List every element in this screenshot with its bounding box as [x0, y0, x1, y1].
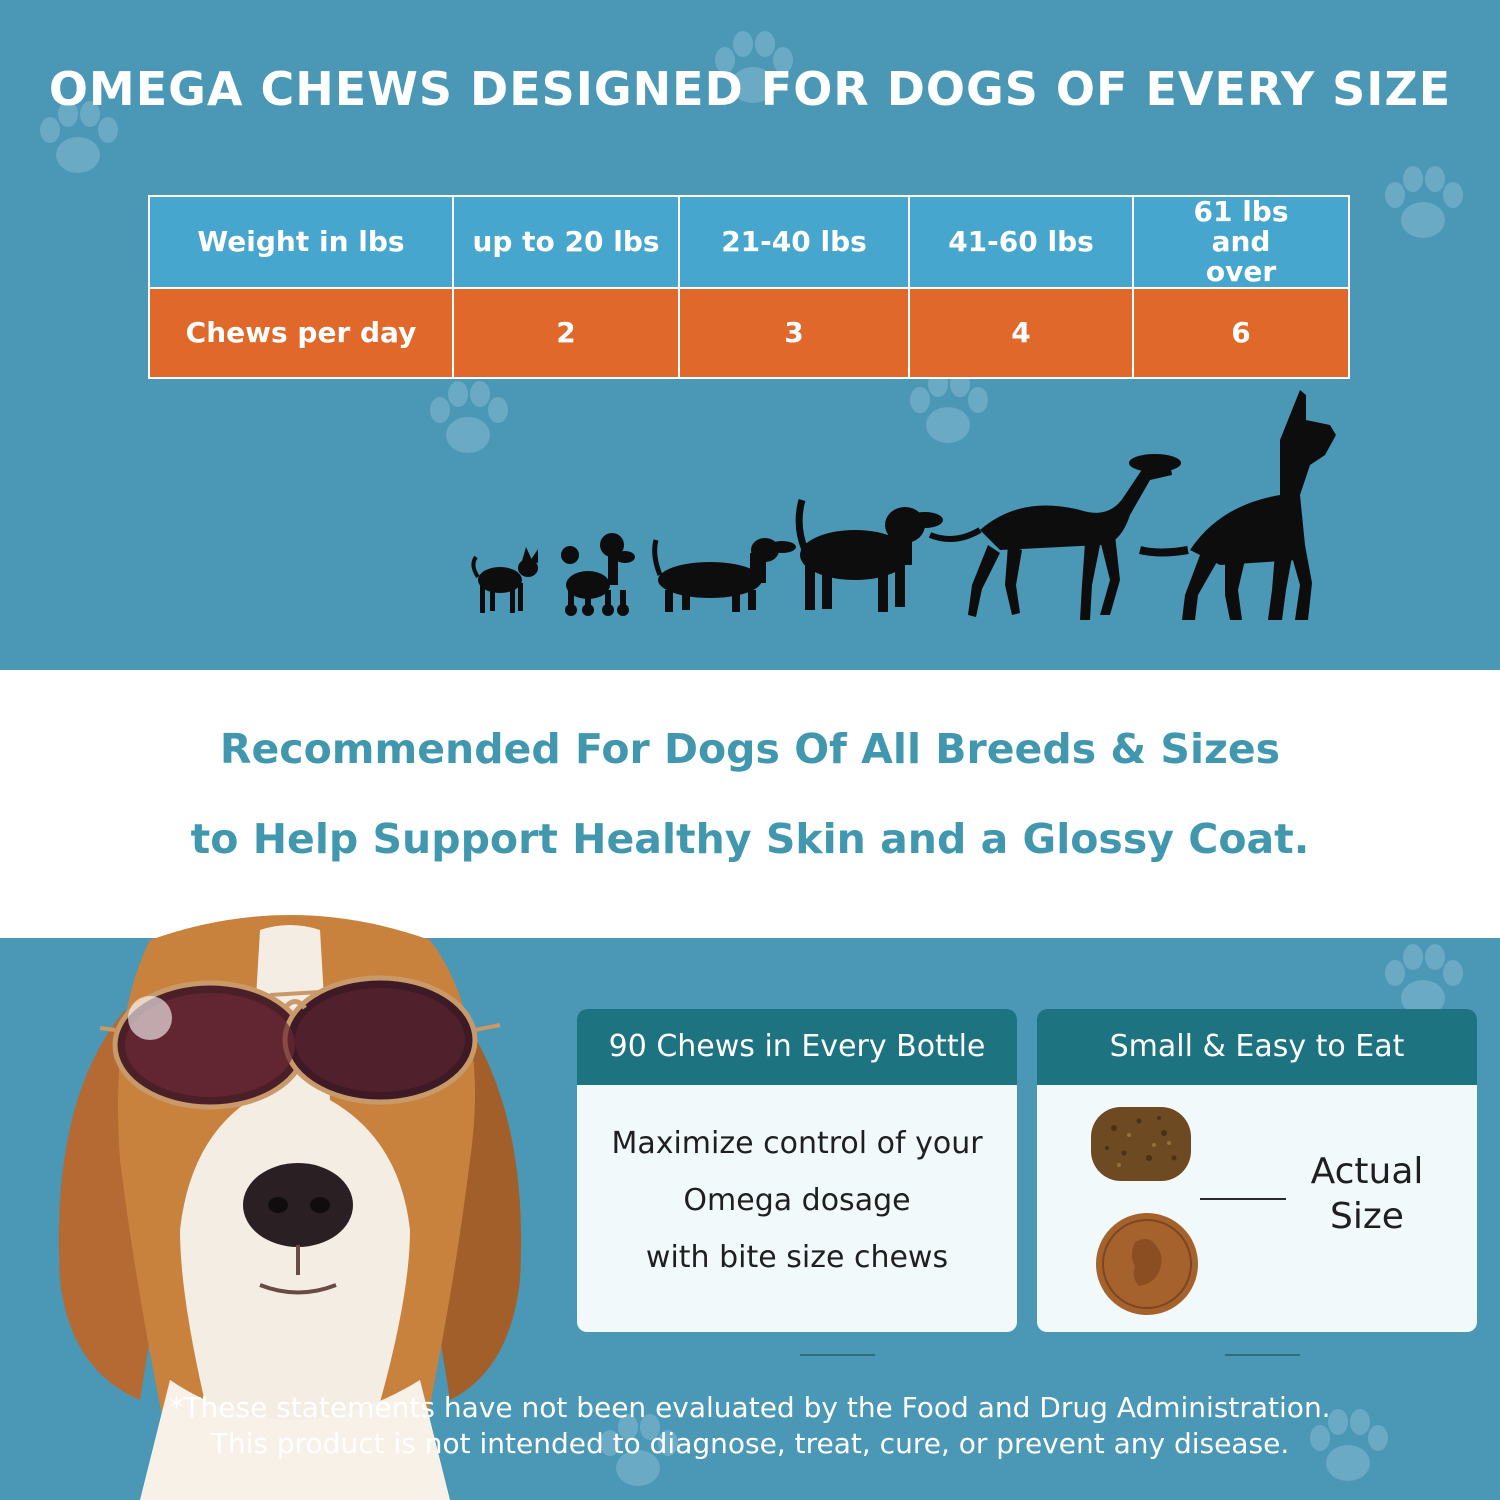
dog-silhouette-icon: [930, 454, 1181, 620]
weight-cell: up to 20 lbs: [453, 196, 679, 288]
dosage-table: Weight in lbs up to 20 lbs 21-40 lbs 41-…: [148, 195, 1350, 379]
chews-cell: 2: [453, 288, 679, 378]
top-banner: OMEGA CHEWS DESIGNED FOR DOGS OF EVERY S…: [0, 0, 1500, 670]
weight-cell: 41-60 lbs: [909, 196, 1133, 288]
card-body-line: Omega dosage: [577, 1172, 1017, 1229]
actual-size-caption: Actual Size: [1292, 1149, 1442, 1239]
dog-silhouette-icon: [561, 533, 635, 616]
card-heading: Small & Easy to Eat: [1037, 1009, 1477, 1085]
chews-cell: 3: [679, 288, 909, 378]
tagline-band: [0, 670, 1500, 938]
dog-silhouette-icon: [655, 538, 796, 612]
bottle-count-card: 90 Chews in Every Bottle Maximize contro…: [577, 1009, 1017, 1332]
dog-silhouette-icon: [473, 547, 538, 613]
weight-cell: 61 lbs and over: [1133, 196, 1349, 288]
tagline-line-1: Recommended For Dogs Of All Breeds & Siz…: [0, 725, 1500, 773]
page-title: OMEGA CHEWS DESIGNED FOR DOGS OF EVERY S…: [0, 62, 1500, 116]
disclaimer-line: *These statements have not been evaluate…: [0, 1390, 1500, 1426]
fda-disclaimer: *These statements have not been evaluate…: [0, 1390, 1500, 1462]
chews-cell: 6: [1133, 288, 1349, 378]
dog-silhouette-icon: [1140, 390, 1336, 620]
chew-treat-icon: [1089, 1103, 1193, 1185]
card-body-line: with bite size chews: [577, 1229, 1017, 1286]
card-body-line: Maximize control of your: [577, 1115, 1017, 1172]
penny-coin-icon: [1095, 1212, 1199, 1316]
decorative-line: [1225, 1354, 1300, 1356]
caption-line: Actual: [1292, 1149, 1442, 1194]
disclaimer-line: This product is not intended to diagnose…: [0, 1426, 1500, 1462]
table-row: Weight in lbs up to 20 lbs 21-40 lbs 41-…: [149, 196, 1349, 288]
divider-line: [1200, 1198, 1286, 1200]
caption-line: Size: [1292, 1194, 1442, 1239]
tagline-line-2: to Help Support Healthy Skin and a Gloss…: [0, 815, 1500, 863]
size-comparison-card: Small & Easy to Eat Actual Size: [1037, 1009, 1477, 1332]
decorative-line: [800, 1354, 875, 1356]
table-row: Chews per day 2 3 4 6: [149, 288, 1349, 378]
paw-print-icon: [1375, 165, 1470, 245]
dog-silhouette-icon: [799, 500, 943, 612]
card-body: Maximize control of your Omega dosage wi…: [577, 1085, 1017, 1286]
chews-cell: 4: [909, 288, 1133, 378]
row-header-chews: Chews per day: [149, 288, 453, 378]
dog-silhouettes: [460, 385, 1360, 635]
card-heading: 90 Chews in Every Bottle: [577, 1009, 1017, 1085]
row-header-weight: Weight in lbs: [149, 196, 453, 288]
weight-cell: 21-40 lbs: [679, 196, 909, 288]
